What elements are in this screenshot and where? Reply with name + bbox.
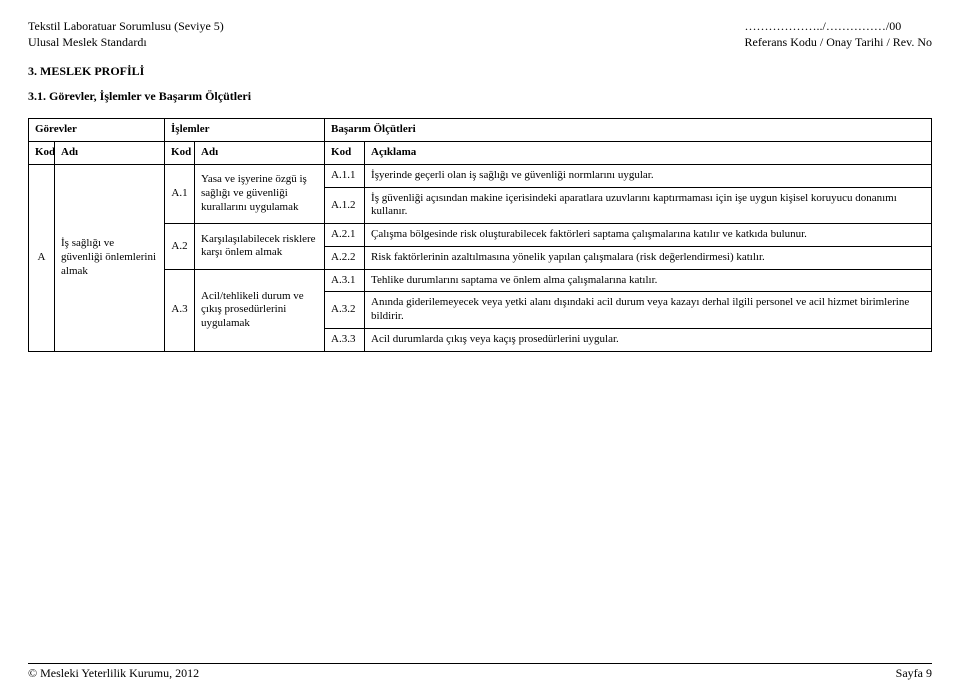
table-row: A.3 Acil/tehlikeli durum ve çıkış prosed… bbox=[29, 269, 932, 292]
olcut-acik: Çalışma bölgesinde risk oluşturabilecek … bbox=[365, 224, 932, 247]
olcut-kod: A.1.1 bbox=[325, 164, 365, 187]
subsection-heading: 3.1. Görevler, İşlemler ve Başarım Ölçüt… bbox=[28, 89, 932, 104]
gorev-adi: İş sağlığı ve güvenliği önlemlerini alma… bbox=[55, 164, 165, 351]
group-header-basarim: Başarım Ölçütleri bbox=[325, 119, 932, 142]
criteria-table: Görevler İşlemler Başarım Ölçütleri Kod … bbox=[28, 118, 932, 351]
table-row: A.2 Karşılaşılabilecek risklere karşı ön… bbox=[29, 224, 932, 247]
footer-right: Sayfa 9 bbox=[896, 666, 932, 681]
olcut-acik: Risk faktörlerinin azaltılmasına yönelik… bbox=[365, 246, 932, 269]
olcut-acik: Acil durumlarda çıkış veya kaçış prosedü… bbox=[365, 328, 932, 351]
col-aciklama: Açıklama bbox=[365, 142, 932, 165]
islem-kod: A.1 bbox=[165, 164, 195, 223]
olcut-kod: A.3.2 bbox=[325, 292, 365, 329]
olcut-acik: İşyerinde geçerli olan iş sağlığı ve güv… bbox=[365, 164, 932, 187]
header-left-line2: Ulusal Meslek Standardı bbox=[28, 34, 224, 50]
gorev-kod: A bbox=[29, 164, 55, 351]
page-footer: © Mesleki Yeterlilik Kurumu, 2012 Sayfa … bbox=[28, 663, 932, 681]
islem-adi: Acil/tehlikeli durum ve çıkış prosedürle… bbox=[195, 269, 325, 351]
section-heading: 3. MESLEK PROFİLİ bbox=[28, 64, 932, 79]
olcut-kod: A.2.1 bbox=[325, 224, 365, 247]
islem-kod: A.3 bbox=[165, 269, 195, 351]
col-adi-2: Adı bbox=[195, 142, 325, 165]
group-header-islemler: İşlemler bbox=[165, 119, 325, 142]
olcut-kod: A.1.2 bbox=[325, 187, 365, 224]
table-col-header-row: Kod Adı Kod Adı Kod Açıklama bbox=[29, 142, 932, 165]
group-header-gorevler: Görevler bbox=[29, 119, 165, 142]
islem-adi: Karşılaşılabilecek risklere karşı önlem … bbox=[195, 224, 325, 270]
islem-kod: A.2 bbox=[165, 224, 195, 270]
col-kod-1: Kod bbox=[29, 142, 55, 165]
footer-left: © Mesleki Yeterlilik Kurumu, 2012 bbox=[28, 666, 199, 681]
table-row: A İş sağlığı ve güvenliği önlemlerini al… bbox=[29, 164, 932, 187]
header-left-line1: Tekstil Laboratuar Sorumlusu (Seviye 5) bbox=[28, 18, 224, 34]
col-kod-3: Kod bbox=[325, 142, 365, 165]
olcut-kod: A.3.3 bbox=[325, 328, 365, 351]
olcut-kod: A.3.1 bbox=[325, 269, 365, 292]
page-header: Tekstil Laboratuar Sorumlusu (Seviye 5) … bbox=[28, 18, 932, 50]
olcut-acik: İş güvenliği açısından makine içerisinde… bbox=[365, 187, 932, 224]
col-adi-1: Adı bbox=[55, 142, 165, 165]
header-right-line2: Referans Kodu / Onay Tarihi / Rev. No bbox=[745, 34, 932, 50]
olcut-acik: Tehlike durumlarını saptama ve önlem alm… bbox=[365, 269, 932, 292]
header-right-line1: ………………../……………/00 bbox=[745, 18, 932, 34]
islem-adi: Yasa ve işyerine özgü iş sağlığı ve güve… bbox=[195, 164, 325, 223]
table-group-header-row: Görevler İşlemler Başarım Ölçütleri bbox=[29, 119, 932, 142]
olcut-acik: Anında giderilemeyecek veya yetki alanı … bbox=[365, 292, 932, 329]
olcut-kod: A.2.2 bbox=[325, 246, 365, 269]
col-kod-2: Kod bbox=[165, 142, 195, 165]
